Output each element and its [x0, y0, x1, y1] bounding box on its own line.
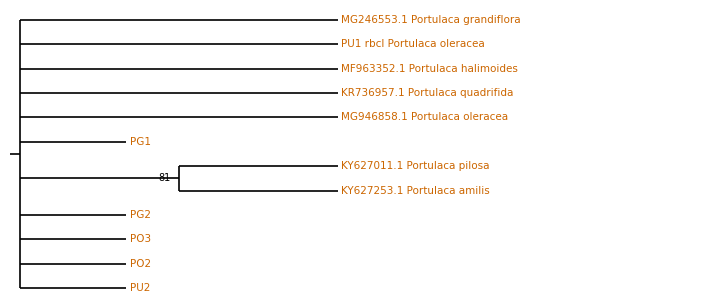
Text: MF963352.1 Portulaca halimoides: MF963352.1 Portulaca halimoides	[341, 64, 518, 74]
Text: PU1 rbcl Portulaca oleracea: PU1 rbcl Portulaca oleracea	[341, 39, 485, 49]
Text: PU2: PU2	[130, 283, 150, 293]
Text: PG1: PG1	[130, 137, 151, 147]
Text: MG946858.1 Portulaca oleracea: MG946858.1 Portulaca oleracea	[341, 112, 508, 122]
Text: PG2: PG2	[130, 210, 151, 220]
Text: 81: 81	[158, 173, 170, 183]
Text: KR736957.1 Portulaca quadrifida: KR736957.1 Portulaca quadrifida	[341, 88, 513, 98]
Text: MG246553.1 Portulaca grandiflora: MG246553.1 Portulaca grandiflora	[341, 15, 521, 25]
Text: PO3: PO3	[130, 234, 151, 244]
Text: PO2: PO2	[130, 259, 151, 269]
Text: KY627011.1 Portulaca pilosa: KY627011.1 Portulaca pilosa	[341, 161, 490, 171]
Text: KY627253.1 Portulaca amilis: KY627253.1 Portulaca amilis	[341, 186, 490, 196]
